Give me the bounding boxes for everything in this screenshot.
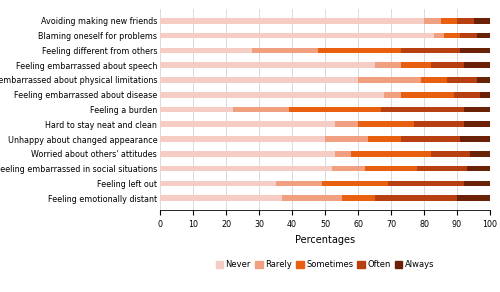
Bar — [335, 151, 351, 157]
Bar — [160, 151, 335, 157]
Bar — [430, 62, 464, 68]
Bar — [464, 181, 490, 186]
Bar — [342, 195, 374, 201]
Bar — [434, 33, 444, 38]
Bar — [160, 33, 434, 38]
Bar — [388, 181, 464, 186]
Bar — [470, 151, 490, 157]
Bar — [401, 48, 460, 53]
Bar — [160, 18, 424, 24]
Bar — [460, 48, 490, 53]
Bar — [318, 48, 401, 53]
Bar — [464, 62, 490, 68]
Bar — [464, 107, 490, 112]
Bar — [252, 48, 318, 53]
Bar — [418, 166, 467, 171]
Bar — [160, 92, 384, 98]
Bar — [160, 62, 374, 68]
Bar — [374, 62, 401, 68]
Bar — [276, 181, 322, 186]
Bar — [420, 77, 447, 83]
Bar — [457, 18, 473, 24]
Bar — [160, 48, 252, 53]
Bar — [325, 136, 368, 142]
Bar — [282, 195, 342, 201]
Bar — [384, 92, 401, 98]
Bar — [160, 121, 335, 127]
Bar — [358, 77, 420, 83]
Bar — [232, 107, 288, 112]
Bar — [464, 121, 490, 127]
Bar — [160, 181, 276, 186]
Bar — [414, 121, 464, 127]
Bar — [374, 195, 457, 201]
Bar — [477, 33, 490, 38]
Bar — [160, 166, 332, 171]
Bar — [454, 92, 480, 98]
Bar — [467, 166, 490, 171]
Bar — [358, 121, 414, 127]
Bar — [447, 77, 477, 83]
Bar — [160, 195, 282, 201]
Bar — [368, 136, 401, 142]
Bar — [474, 18, 490, 24]
Bar — [424, 18, 440, 24]
Bar — [401, 62, 430, 68]
Legend: Never, Rarely, Sometimes, Often, Always: Never, Rarely, Sometimes, Often, Always — [214, 259, 436, 271]
Bar — [381, 107, 464, 112]
Bar — [401, 92, 454, 98]
Bar — [352, 151, 430, 157]
Bar — [332, 166, 364, 171]
Bar — [160, 136, 325, 142]
Bar — [440, 18, 457, 24]
Bar — [364, 166, 418, 171]
Bar — [335, 121, 358, 127]
Bar — [480, 92, 490, 98]
Bar — [477, 77, 490, 83]
Bar — [457, 195, 490, 201]
Bar — [444, 33, 460, 38]
Bar — [460, 136, 490, 142]
Bar — [288, 107, 381, 112]
Bar — [401, 136, 460, 142]
Bar — [430, 151, 470, 157]
Bar — [160, 77, 358, 83]
X-axis label: Percentages: Percentages — [295, 234, 355, 244]
Bar — [460, 33, 477, 38]
Bar — [322, 181, 388, 186]
Bar — [160, 107, 232, 112]
